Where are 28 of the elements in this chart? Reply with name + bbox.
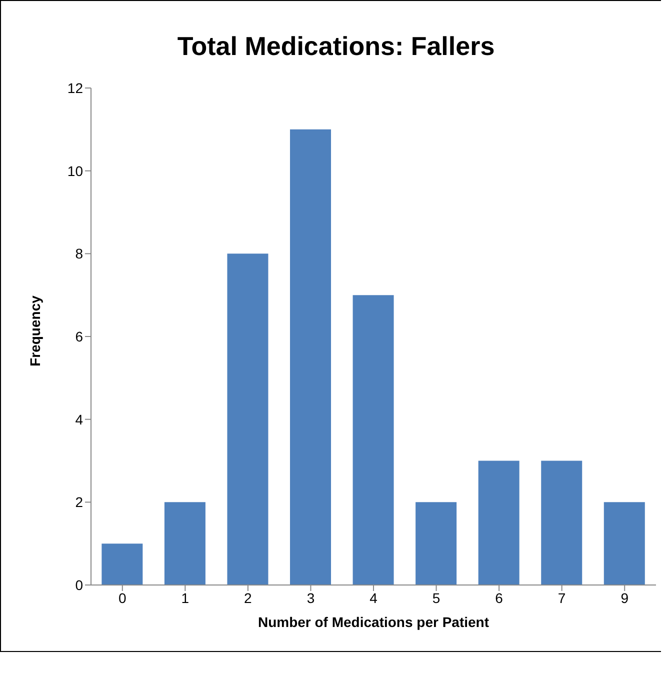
y-tick-label: 2 bbox=[75, 494, 84, 510]
bar bbox=[541, 460, 582, 585]
y-tick-label: 10 bbox=[67, 162, 84, 179]
y-tick-label: 4 bbox=[75, 411, 84, 428]
y-tick-label: 8 bbox=[75, 246, 84, 262]
y-tick-label: 6 bbox=[75, 328, 84, 344]
y-axis-title: Frequency bbox=[27, 296, 43, 366]
bar bbox=[604, 502, 645, 585]
bar bbox=[352, 295, 394, 585]
bar bbox=[164, 502, 206, 585]
x-tick-label: 5 bbox=[432, 590, 440, 606]
bar bbox=[102, 544, 143, 585]
x-tick-label: 6 bbox=[495, 590, 504, 606]
x-tick-label: 3 bbox=[306, 590, 315, 606]
bar bbox=[227, 254, 268, 585]
x-tick-label: 9 bbox=[620, 590, 629, 606]
bar bbox=[290, 129, 332, 585]
bar bbox=[478, 460, 520, 585]
x-tick-label: 7 bbox=[558, 590, 566, 606]
y-tick-label: 0 bbox=[75, 576, 84, 593]
x-axis-title: Number of Medications per Patient bbox=[258, 614, 490, 630]
bar bbox=[416, 502, 457, 585]
x-tick-label: 4 bbox=[370, 590, 378, 606]
chart-title: Total Medications: Fallers bbox=[176, 30, 496, 63]
x-tick-label: 0 bbox=[118, 590, 126, 606]
x-tick-label: 1 bbox=[181, 590, 190, 606]
y-tick-label: 12 bbox=[67, 80, 84, 96]
x-tick-label: 2 bbox=[244, 590, 252, 606]
